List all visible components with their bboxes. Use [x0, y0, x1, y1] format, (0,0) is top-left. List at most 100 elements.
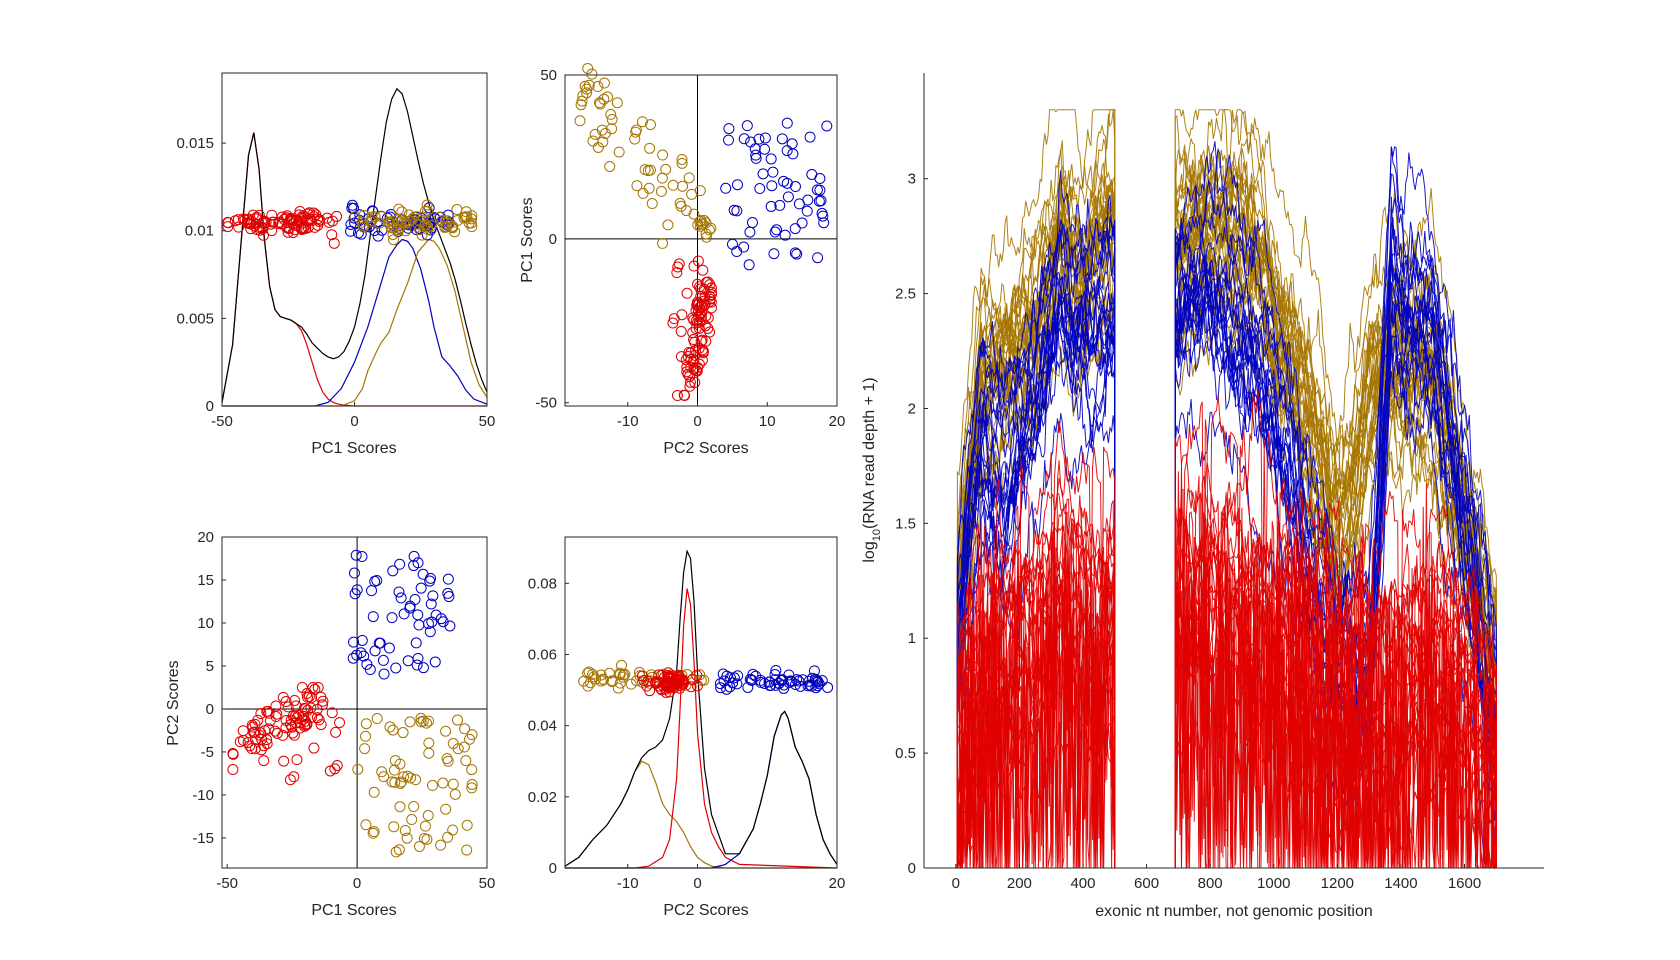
scatter-pc1-pc2-axes-box	[221, 536, 488, 869]
marker-red	[284, 774, 296, 786]
marker-gold	[466, 221, 478, 233]
marker-blue	[741, 120, 753, 132]
marker-gold	[458, 741, 470, 753]
marker-red	[305, 702, 317, 714]
marker-blue	[424, 575, 436, 587]
marker-blue	[424, 626, 436, 638]
marker-red	[642, 675, 654, 687]
marker-gold	[636, 116, 648, 128]
marker-blue	[410, 637, 422, 649]
marker-gold	[605, 108, 617, 120]
read-depth-plot-area	[956, 108, 1497, 870]
marker-blue	[786, 138, 798, 150]
marker-red	[293, 209, 305, 221]
marker-gold	[423, 737, 435, 749]
kde-line-blue	[565, 710, 838, 869]
marker-blue	[726, 238, 738, 250]
marker-gold	[435, 839, 447, 851]
x-tick-label: -50	[216, 875, 238, 892]
marker-red	[266, 209, 278, 221]
x-tick-label: 50	[479, 413, 496, 430]
marker-gold	[442, 755, 454, 767]
scatter-pc2-pc1-ticks: -10 0 10 20 -50 0 50	[535, 67, 845, 430]
marker-blue	[383, 642, 395, 654]
marker-red	[688, 334, 700, 346]
marker-gold	[617, 671, 629, 683]
marker-blue	[743, 259, 755, 271]
marker-red	[660, 679, 672, 691]
scatter-pc2-pc1-xlabel: PC2 Scores	[663, 440, 748, 457]
marker-red	[289, 710, 301, 722]
kde-line-red	[221, 132, 487, 407]
marker-blue	[744, 226, 756, 238]
marker-gold	[360, 718, 372, 730]
marker-gold	[639, 164, 651, 176]
marker-blue	[731, 678, 743, 690]
marker-gold	[396, 206, 408, 218]
marker-blue	[377, 654, 389, 666]
marker-gold	[589, 128, 601, 140]
x-tick-label: 1600	[1448, 875, 1481, 892]
marker-red	[282, 226, 294, 238]
marker-gold	[574, 115, 586, 127]
x-tick-label: -50	[211, 413, 233, 430]
marker-gold	[447, 824, 459, 836]
marker-red	[691, 365, 703, 377]
marker-blue	[776, 133, 788, 145]
marker-gold	[676, 153, 688, 165]
marker-blue	[717, 668, 729, 680]
y-tick-label: -10	[192, 787, 214, 804]
marker-blue	[442, 573, 454, 585]
marker-red	[697, 264, 709, 276]
marker-gold	[606, 113, 618, 125]
marker-gold	[447, 778, 459, 790]
marker-gold	[703, 224, 715, 236]
marker-red	[671, 267, 683, 279]
marker-blue	[393, 586, 405, 598]
marker-gold	[421, 205, 433, 217]
marker-blue	[803, 675, 815, 687]
marker-gold	[603, 667, 615, 679]
marker-gold	[452, 215, 464, 227]
marker-gold	[401, 832, 413, 844]
marker-red	[267, 216, 279, 228]
marker-blue	[731, 179, 743, 191]
marker-gold	[575, 99, 587, 111]
marker-gold	[388, 234, 400, 246]
marker-gold	[686, 188, 698, 200]
marker-gold	[657, 237, 669, 249]
marker-red	[675, 325, 687, 337]
marker-red	[691, 680, 703, 692]
marker-blue	[345, 218, 357, 230]
marker-blue	[804, 131, 816, 143]
marker-blue	[745, 136, 757, 148]
marker-red	[309, 683, 321, 695]
marker-gold	[579, 80, 591, 92]
marker-red	[222, 217, 234, 229]
marker-blue	[369, 575, 381, 587]
marker-blue	[765, 153, 777, 165]
marker-gold	[461, 819, 473, 831]
marker-gold	[388, 821, 400, 833]
marker-blue	[395, 592, 407, 604]
marker-blue	[425, 598, 437, 610]
x-tick-label: 200	[1007, 875, 1032, 892]
marker-red	[259, 725, 271, 737]
marker-red	[328, 237, 340, 249]
marker-blue	[783, 676, 795, 688]
y-tick-label: 1.5	[895, 515, 916, 532]
marker-red	[283, 222, 295, 234]
marker-blue	[775, 675, 787, 687]
marker-gold	[349, 211, 361, 223]
marker-gold	[701, 231, 713, 243]
marker-gold	[410, 774, 422, 786]
marker-red	[244, 740, 256, 752]
marker-red	[233, 221, 245, 233]
marker-blue	[774, 199, 786, 211]
marker-gold	[442, 831, 454, 843]
marker-gold	[359, 743, 371, 755]
marker-gold	[694, 216, 706, 228]
x-tick-label: 0	[353, 875, 361, 892]
marker-blue	[361, 658, 373, 670]
